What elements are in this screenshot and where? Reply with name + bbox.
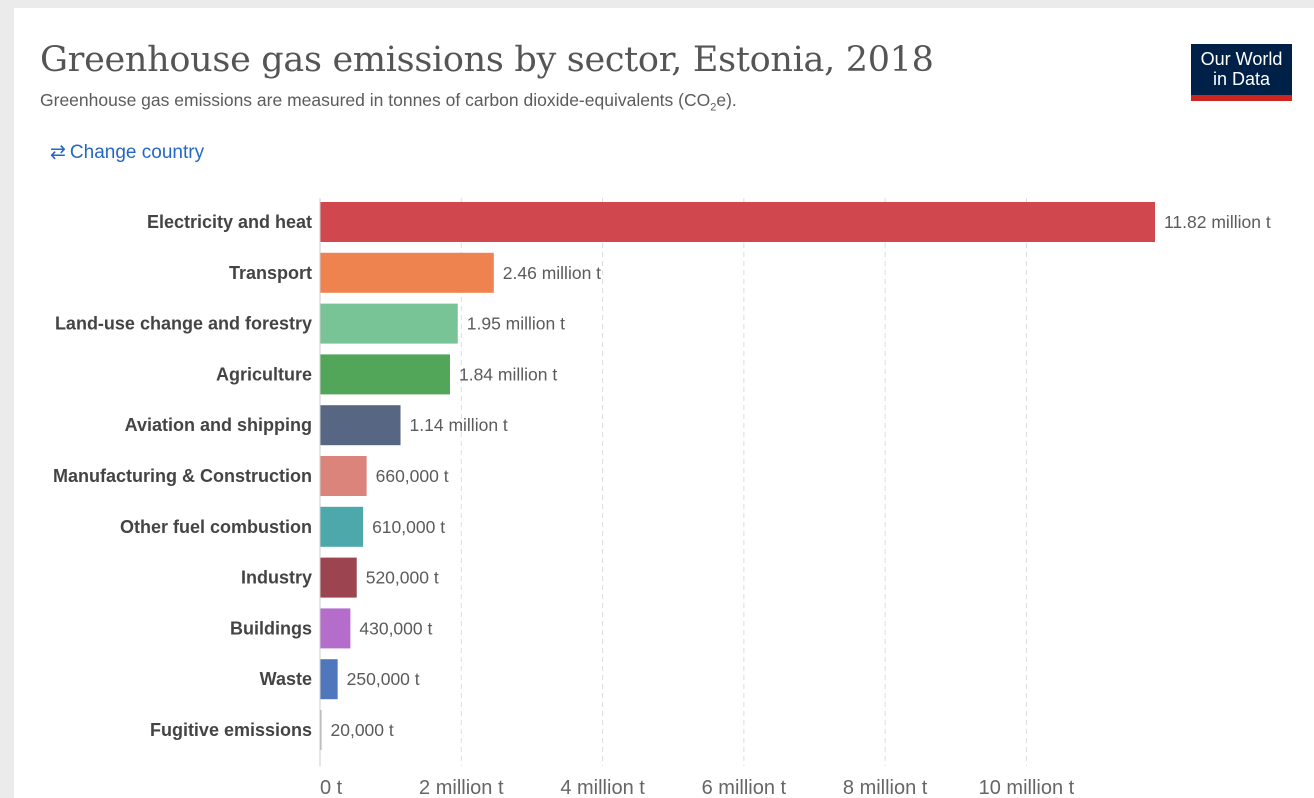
logo-bar [1191,95,1292,101]
bar [320,659,338,700]
category-label: Aviation and shipping [125,415,312,435]
logo-line-1: Our World [1200,49,1283,69]
value-label: 520,000 t [366,568,439,588]
value-label: 1.14 million t [410,415,508,435]
bar [320,405,401,446]
logo-line-2: in Data [1212,69,1271,89]
subtitle-end: e). [716,90,737,110]
bar [320,303,458,344]
swap-arrows-icon: ⇄ [50,142,66,163]
category-label: Manufacturing & Construction [53,466,312,486]
category-label: Agriculture [216,364,312,384]
x-tick-label: 6 million t [702,777,787,798]
bar [320,354,450,395]
x-tick-label: 2 million t [419,777,504,798]
bar [320,252,494,293]
x-tick-label: 8 million t [843,777,928,798]
value-label: 610,000 t [372,517,445,537]
category-label: Land-use change and forestry [55,314,312,334]
category-label: Waste [260,669,312,689]
value-label: 660,000 t [376,466,449,486]
bar [320,506,364,547]
value-label: 430,000 t [359,618,432,638]
value-label: 250,000 t [347,669,420,689]
category-label: Industry [241,568,312,588]
x-tick-label: 0 t [320,777,343,798]
chart-card: Greenhouse gas emissions by sector, Esto… [14,8,1314,798]
bar [320,456,367,496]
bar [320,710,322,750]
category-label: Buildings [230,618,312,638]
change-country-label: Change country [69,142,205,163]
value-label: 20,000 t [331,720,394,740]
subtitle-subscript: 2 [710,101,717,114]
bar [320,608,351,649]
value-label: 1.95 million t [467,314,565,334]
bar [320,557,357,598]
subtitle-text: Greenhouse gas emissions are measured in… [40,90,711,110]
value-label: 1.84 million t [459,364,557,384]
category-label: Other fuel combustion [120,517,312,537]
category-label: Fugitive emissions [150,720,312,740]
chart-subtitle: Greenhouse gas emissions are measured in… [40,90,737,114]
value-label: 11.82 million t [1164,212,1271,232]
change-country-link[interactable]: ⇄ Change country [50,141,204,164]
x-tick-label: 4 million t [560,777,645,798]
owid-logo[interactable]: Our World in Data [1191,44,1292,101]
category-label: Transport [229,263,312,283]
chart-title: Greenhouse gas emissions by sector, Esto… [40,40,934,80]
value-label: 2.46 million t [503,263,601,283]
bar [320,202,1155,242]
x-tick-label: 10 million t [979,777,1075,798]
category-label: Electricity and heat [147,212,312,232]
